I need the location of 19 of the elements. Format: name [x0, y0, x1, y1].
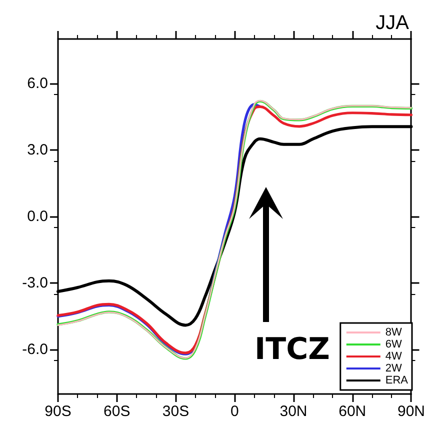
legend-label: 8W [385, 326, 402, 338]
y-tick-label: -6.0 [22, 341, 48, 358]
y-tick-label: 6.0 [27, 74, 48, 92]
legend-label: 2W [385, 362, 402, 374]
y-tick-label: 0.0 [27, 208, 48, 225]
x-tick-label: 90N [397, 403, 426, 420]
annotation: ITCZ [254, 332, 330, 367]
chart-title: JJA [376, 12, 410, 34]
x-tick-label: 0 [230, 403, 239, 420]
legend-label: 6W [385, 338, 402, 350]
y-tick-label: -3.0 [22, 274, 48, 292]
x-tick-label: 30N [280, 403, 308, 420]
y-tick-label: 3.0 [27, 141, 48, 158]
x-tick-label: 30S [162, 403, 190, 420]
legend-label: ERA [385, 374, 409, 386]
x-tick-label: 60N [338, 403, 366, 420]
legend-label: 4W [385, 350, 402, 362]
x-tick-label: 60S [104, 403, 130, 420]
x-tick-label: 90S [44, 403, 72, 420]
